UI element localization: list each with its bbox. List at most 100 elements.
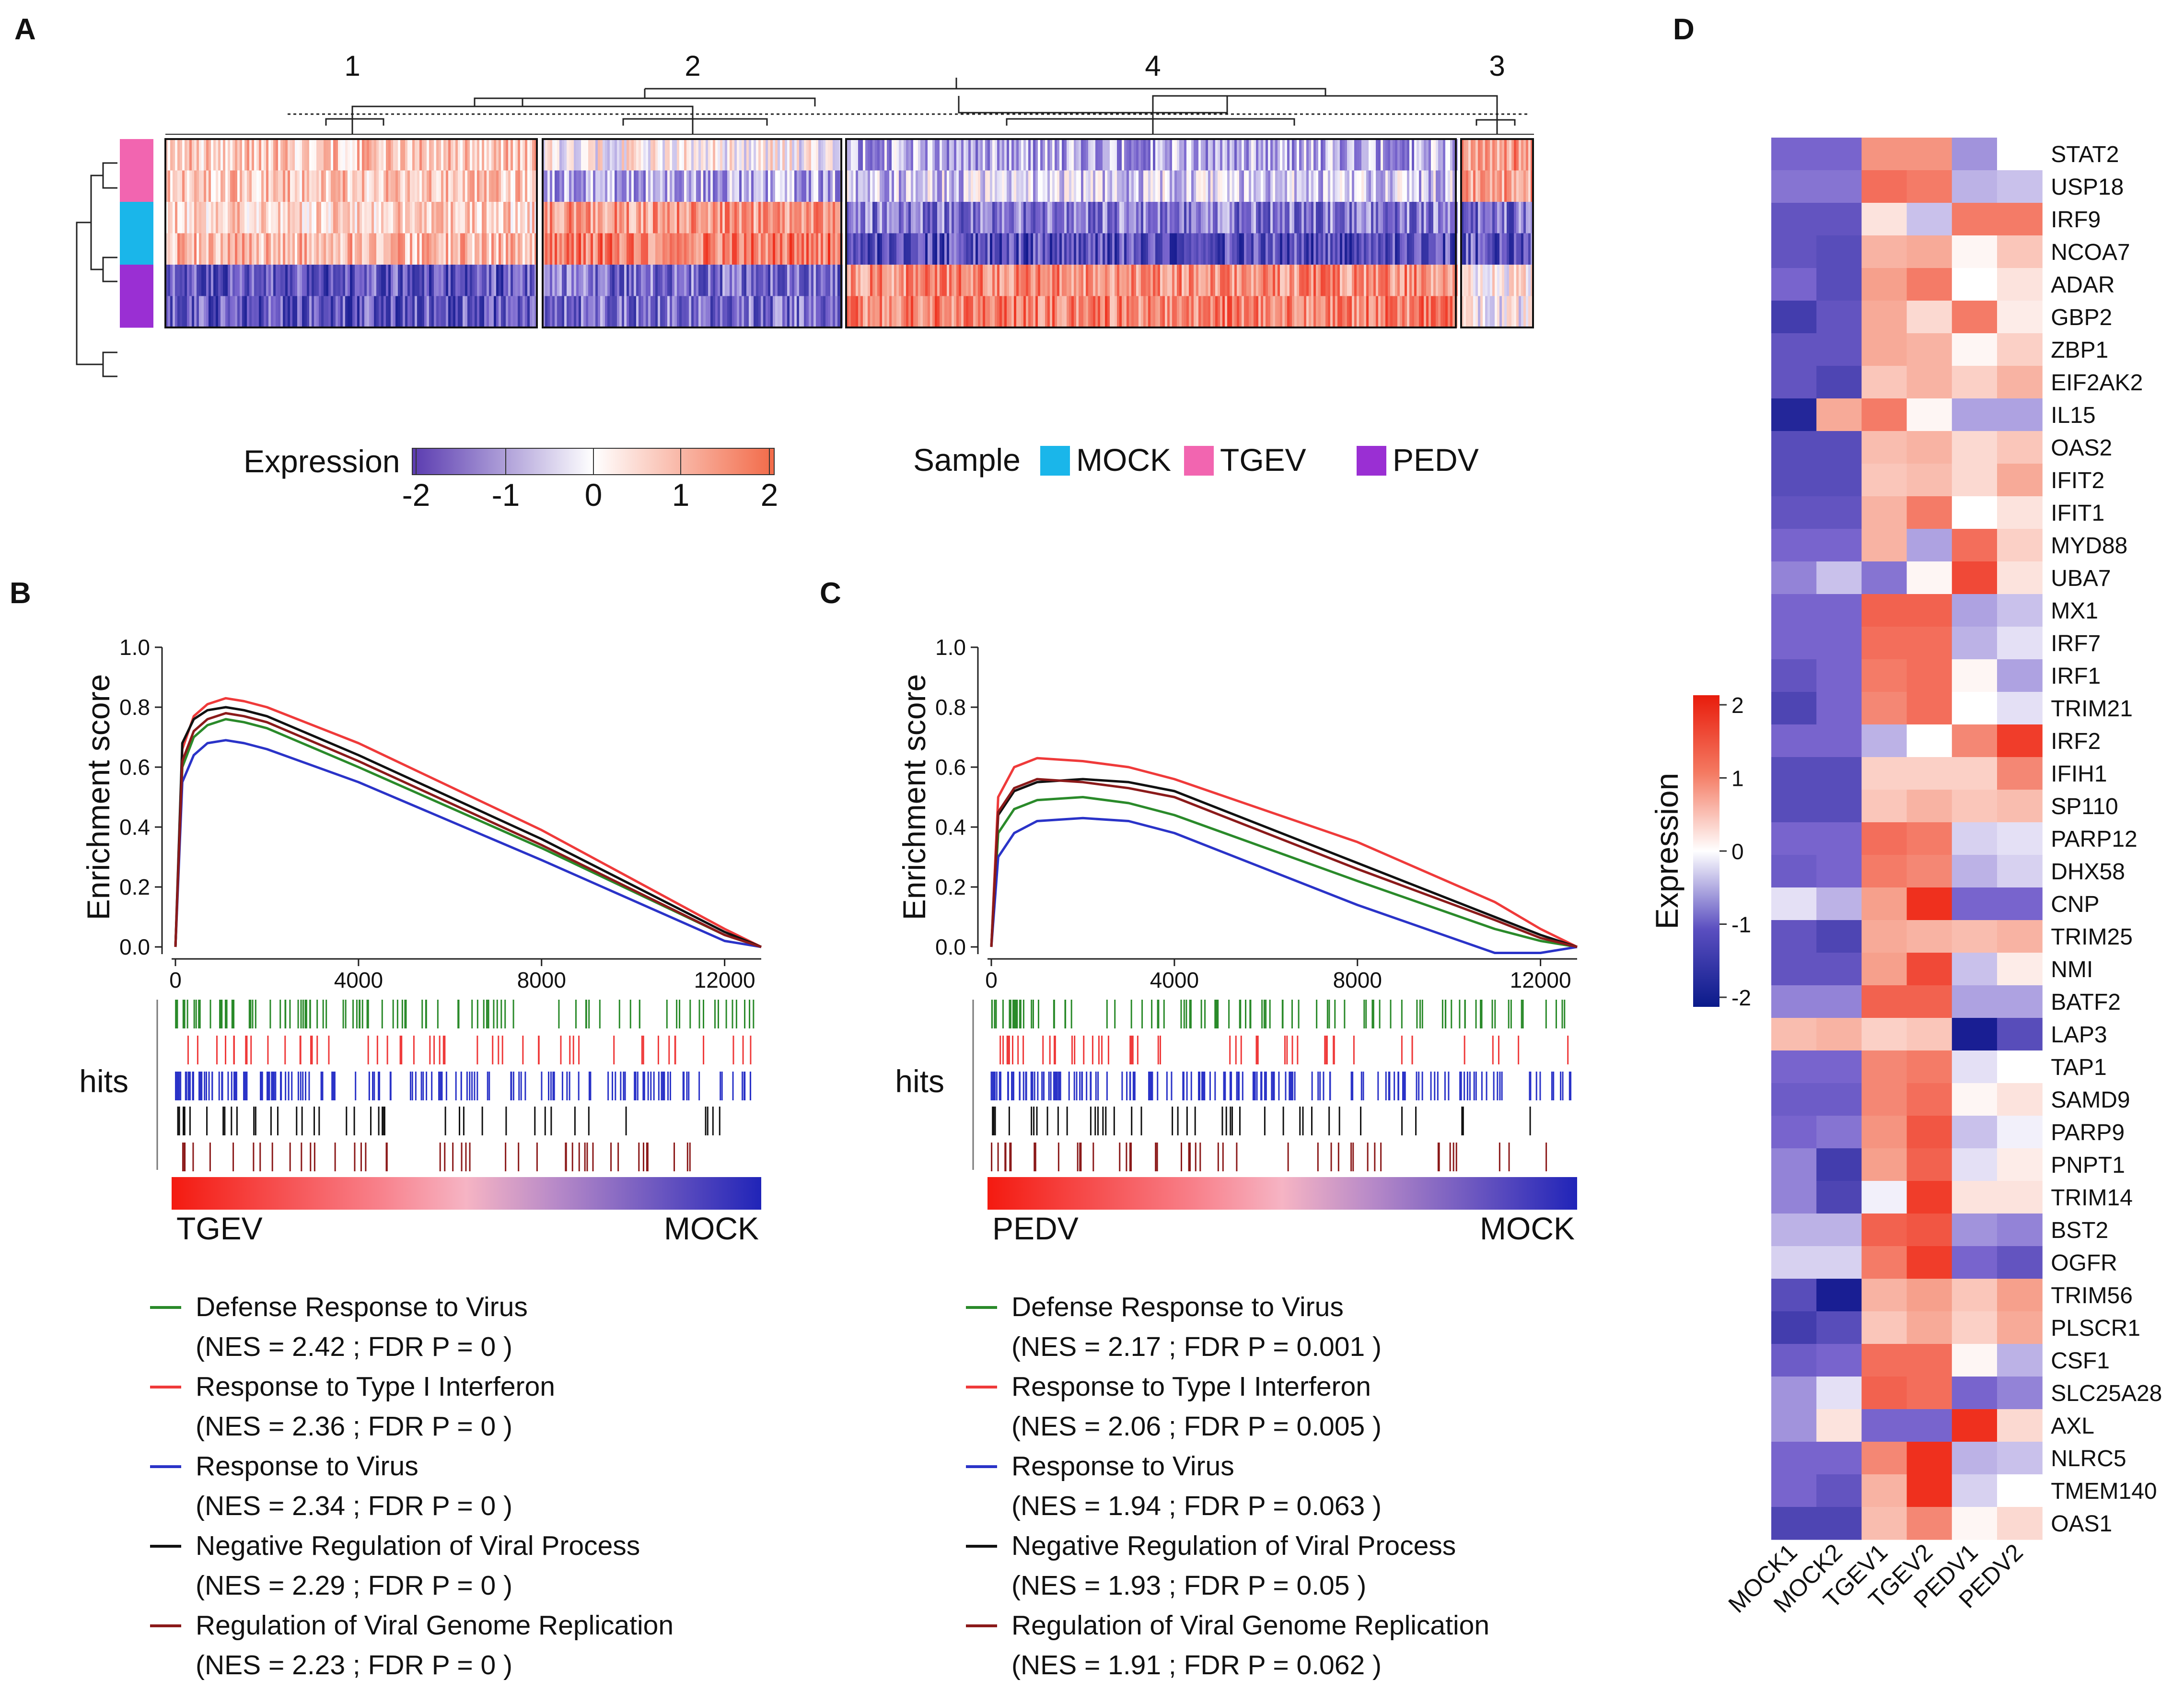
heatmap-cell — [720, 139, 723, 171]
heatmap-cell — [766, 139, 768, 171]
heatmap-cell — [1405, 139, 1407, 171]
heatmap-cell — [658, 170, 661, 202]
heatmap-cell — [1177, 296, 1180, 328]
heatmap-cell — [660, 202, 663, 234]
heatmap-cell — [860, 233, 863, 265]
heatmap-cell — [304, 296, 307, 328]
heatmap-cell — [247, 233, 250, 265]
heatmap-cell — [1771, 1214, 1817, 1247]
heatmap-cell — [674, 233, 677, 265]
heatmap-cell — [458, 296, 461, 328]
gene-label: NMI — [2051, 957, 2093, 982]
heatmap-cell — [720, 265, 723, 297]
heatmap-cell — [1009, 296, 1012, 328]
heatmap-cell — [1105, 202, 1108, 234]
heatmap-cell — [1038, 139, 1041, 171]
heatmap-cell — [285, 233, 288, 265]
heatmap-cell — [1997, 561, 2043, 595]
heatmap-cell — [460, 265, 463, 297]
heatmap-cell — [942, 202, 945, 234]
heatmap-cell — [1345, 202, 1348, 234]
heatmap-cell — [1186, 202, 1189, 234]
heatmap-cell — [983, 265, 986, 297]
heatmap-cell — [641, 139, 644, 171]
heatmap-cell — [1031, 202, 1034, 234]
heatmap-cell — [1306, 265, 1309, 297]
heatmap-cell — [966, 296, 969, 328]
heatmap-cell — [1213, 139, 1216, 171]
heatmap-cell — [605, 139, 608, 171]
heatmap-cell — [865, 139, 868, 171]
heatmap-cell — [1256, 139, 1259, 171]
heatmap-cell — [833, 296, 836, 328]
heatmap-cell — [1861, 1214, 1907, 1247]
heatmap-cell — [278, 139, 281, 171]
heatmap-cell — [1483, 202, 1486, 234]
heatmap-cell — [225, 170, 228, 202]
heatmap-cell — [1225, 296, 1228, 328]
heatmap-cell — [1349, 139, 1352, 171]
heatmap-cell — [720, 170, 723, 202]
heatmap-cell — [331, 202, 334, 234]
heatmap-cell — [1497, 139, 1500, 171]
heatmap-cell — [971, 139, 974, 171]
heatmap-cell — [1244, 170, 1247, 202]
heatmap-cell — [1431, 139, 1434, 171]
heatmap-cell — [321, 139, 324, 171]
heatmap-cell — [1172, 170, 1175, 202]
heatmap-cell — [932, 139, 935, 171]
heatmap-cell — [1067, 296, 1069, 328]
heatmap-cell — [336, 170, 338, 202]
heatmap-cell — [1402, 233, 1405, 265]
heatmap-cell — [307, 296, 310, 328]
heatmap-cell — [1208, 296, 1211, 328]
heatmap-cell — [959, 265, 962, 297]
heatmap-cell — [1093, 296, 1096, 328]
heatmap-cell — [976, 170, 978, 202]
heatmap-cell — [1497, 296, 1500, 328]
y-tick-label: 0.4 — [119, 815, 150, 840]
heatmap-cell — [439, 170, 441, 202]
heatmap-cell — [177, 296, 180, 328]
heatmap-cell — [629, 170, 632, 202]
heatmap-cell — [1038, 233, 1041, 265]
heatmap-cell — [1452, 139, 1455, 171]
heatmap-cell — [1270, 233, 1273, 265]
heatmap-cell — [631, 233, 634, 265]
heatmap-cell — [742, 233, 744, 265]
heatmap-cell — [880, 202, 883, 234]
heatmap-cell — [252, 170, 255, 202]
heatmap-cell — [1222, 265, 1225, 297]
heatmap-cell — [1364, 296, 1367, 328]
heatmap-cell — [1232, 233, 1235, 265]
heatmap-cell — [400, 139, 403, 171]
heatmap-cell — [1201, 296, 1204, 328]
heatmap-cell — [276, 170, 279, 202]
heatmap-cell — [1239, 202, 1242, 234]
heatmap-cell — [192, 296, 195, 328]
heatmap-cell — [1141, 265, 1144, 297]
heatmap-cell — [1067, 265, 1069, 297]
heatmap-cell — [177, 170, 180, 202]
heatmap-cell — [503, 296, 506, 328]
heatmap-cell — [624, 265, 627, 297]
heatmap-cell — [1771, 724, 1817, 758]
heatmap-cell — [503, 202, 506, 234]
heatmap-cell — [860, 296, 863, 328]
heatmap-cell — [1321, 265, 1324, 297]
heatmap-cell — [802, 170, 804, 202]
heatmap-cell — [1294, 139, 1297, 171]
heatmap-cell — [603, 296, 605, 328]
heatmap-cell — [405, 139, 408, 171]
heatmap-cell — [460, 233, 463, 265]
heatmap-cell — [319, 233, 322, 265]
heatmap-cell — [882, 265, 885, 297]
heatmap-cell — [228, 265, 231, 297]
heatmap-cell — [1086, 139, 1089, 171]
heatmap-cell — [252, 139, 255, 171]
heatmap-cell — [1040, 202, 1043, 234]
heatmap-cell — [506, 296, 509, 328]
heatmap-cell — [1206, 139, 1208, 171]
heatmap-cell — [713, 139, 716, 171]
heatmap-cell — [564, 296, 567, 328]
